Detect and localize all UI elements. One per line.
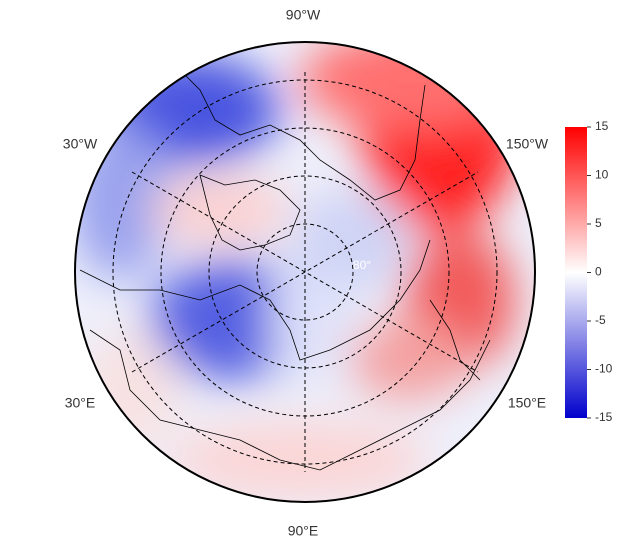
colorbar [565, 127, 587, 418]
coastlines [79, 59, 491, 471]
longitude-label: 150°E [508, 395, 546, 411]
colorbar-tick-label: 15 [595, 119, 609, 133]
colorbar-tick-label: -10 [595, 362, 613, 376]
map-border [74, 41, 536, 503]
graticule [112, 72, 498, 472]
colorbar-tick-label: 0 [595, 265, 602, 279]
longitude-label: 90°W [286, 7, 321, 23]
colorbar-tick-label: -15 [595, 410, 613, 424]
longitude-label: 150°W [506, 136, 549, 152]
colorbar-tick-label: 5 [595, 216, 602, 230]
longitude-label: 90°E [288, 523, 319, 539]
colorbar-tick-label: -5 [595, 313, 606, 327]
colorbar-tick-label: 10 [595, 168, 609, 182]
longitude-label: 30°W [63, 136, 98, 152]
latitude-label: 80° [353, 258, 371, 272]
longitude-label: 30°E [65, 395, 96, 411]
polar-field [75, 42, 535, 502]
